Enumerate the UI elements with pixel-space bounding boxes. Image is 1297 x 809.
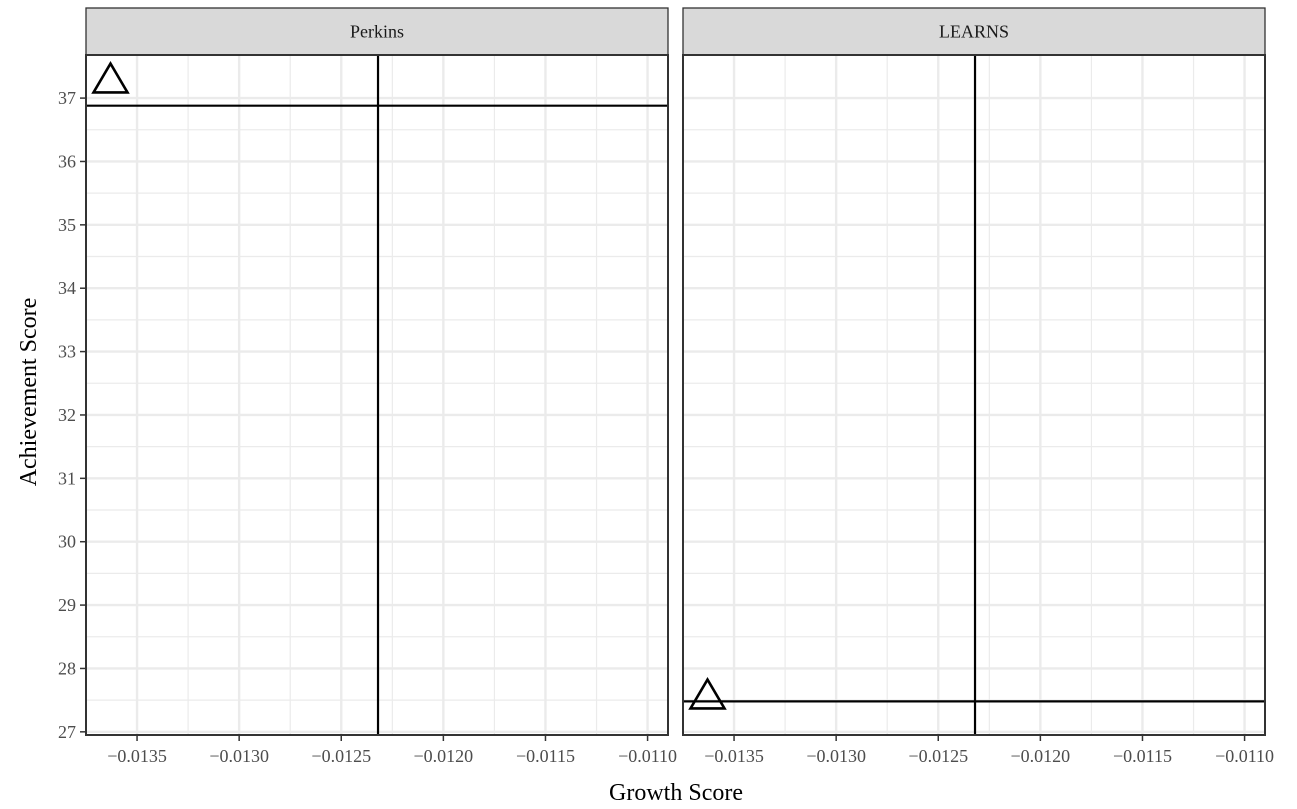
x-axis-title: Growth Score	[609, 780, 743, 806]
y-tick-label: 37	[58, 88, 76, 108]
x-tick-label: −0.0120	[414, 746, 474, 766]
y-axis: 27 28 29 30 31 32 33 34 35 36 37	[58, 88, 86, 742]
x-tick-label: −0.0125	[908, 746, 968, 766]
x-tick-label: −0.0120	[1011, 746, 1071, 766]
x-tick-label: −0.0115	[516, 746, 575, 766]
panel-perkins: Perkins −0.0135 −0.0130 −0.0125 −0.0120 −0.01…	[85, 7, 677, 766]
strip-label-learns: LEARNS	[939, 22, 1009, 42]
x-tick-label: −0.0130	[209, 746, 269, 766]
x-tick-label: −0.0135	[704, 746, 764, 766]
y-axis-title: Achievement Score	[16, 298, 42, 487]
panels-layer: Perkins −0.0135 −0.0130 −0.0125 −0.0120 −0.01…	[85, 7, 1274, 766]
y-tick-label: 35	[58, 215, 76, 235]
x-tick-label: −0.0125	[311, 746, 371, 766]
x-tick-label: −0.0135	[107, 746, 167, 766]
panel-frame-learns	[682, 54, 1266, 736]
y-tick-label: 32	[58, 405, 76, 425]
x-tick-label: −0.0115	[1113, 746, 1172, 766]
y-tick-label: 29	[58, 595, 76, 615]
y-tick-label: 31	[58, 468, 76, 488]
y-tick-label: 28	[58, 658, 76, 678]
y-tick-label: 27	[58, 722, 76, 742]
data-point-learns	[688, 676, 727, 710]
data-point-perkins	[91, 61, 130, 94]
y-tick-label: 30	[58, 532, 76, 552]
y-tick-label: 34	[58, 278, 76, 298]
panel-learns: LEARNS −0.0135 −0.0130 −0.0125 −0.0120 −0.011…	[682, 7, 1274, 766]
panel-frame-perkins	[85, 54, 669, 736]
x-tick-label: −0.0110	[1215, 746, 1274, 766]
y-tick-label: 36	[58, 151, 76, 171]
strip-perkins	[85, 7, 669, 56]
x-tick-label: −0.0110	[618, 746, 677, 766]
y-tick-label: 33	[58, 342, 76, 362]
strip-label-perkins: Perkins	[350, 22, 404, 42]
strip-learns	[682, 7, 1266, 56]
x-tick-label: −0.0130	[806, 746, 866, 766]
